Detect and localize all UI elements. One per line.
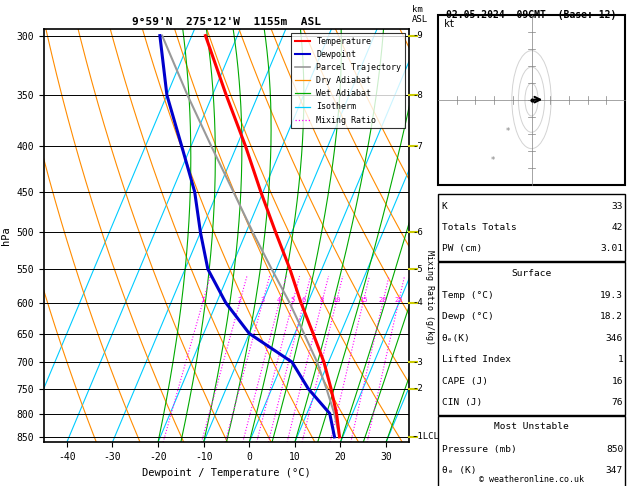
Text: -6: -6 <box>412 228 423 237</box>
Text: 10: 10 <box>332 296 340 303</box>
Text: 18.2: 18.2 <box>600 312 623 321</box>
Text: K: K <box>442 202 448 210</box>
Text: -4: -4 <box>412 298 423 307</box>
Text: Surface: Surface <box>511 269 552 278</box>
Bar <box>438 262 625 415</box>
Text: km
ASL: km ASL <box>412 5 428 24</box>
Text: -1: -1 <box>412 433 423 441</box>
Text: *: * <box>491 156 494 165</box>
Text: PW (cm): PW (cm) <box>442 244 482 253</box>
Text: - LCL: - LCL <box>412 433 439 441</box>
Text: θₑ (K): θₑ (K) <box>442 466 476 475</box>
Text: CAPE (J): CAPE (J) <box>442 377 488 385</box>
Text: Lifted Index: Lifted Index <box>442 355 511 364</box>
Text: 2: 2 <box>238 296 242 303</box>
Bar <box>438 15 625 185</box>
Text: 19.3: 19.3 <box>600 291 623 300</box>
Text: 1: 1 <box>618 355 623 364</box>
Text: θₑ(K): θₑ(K) <box>442 334 470 343</box>
Text: 4: 4 <box>277 296 281 303</box>
Text: -9: -9 <box>412 31 423 40</box>
Text: 02.05.2024  09GMT  (Base: 12): 02.05.2024 09GMT (Base: 12) <box>447 10 616 20</box>
Text: 347: 347 <box>606 466 623 475</box>
Text: -8: -8 <box>412 90 423 100</box>
Text: Totals Totals: Totals Totals <box>442 223 516 232</box>
Text: CIN (J): CIN (J) <box>442 398 482 407</box>
Text: 3: 3 <box>260 296 265 303</box>
Text: 8: 8 <box>320 296 324 303</box>
Text: Pressure (mb): Pressure (mb) <box>442 445 516 453</box>
Bar <box>438 194 625 261</box>
Y-axis label: hPa: hPa <box>1 226 11 245</box>
Text: 346: 346 <box>606 334 623 343</box>
Text: Mixing Ratio (g/kg): Mixing Ratio (g/kg) <box>425 250 433 345</box>
Text: 25: 25 <box>394 296 403 303</box>
Text: kt: kt <box>444 19 455 30</box>
Bar <box>438 416 625 486</box>
Text: © weatheronline.co.uk: © weatheronline.co.uk <box>479 474 584 484</box>
Legend: Temperature, Dewpoint, Parcel Trajectory, Dry Adiabat, Wet Adiabat, Isotherm, Mi: Temperature, Dewpoint, Parcel Trajectory… <box>291 34 404 128</box>
Text: -3: -3 <box>412 358 423 366</box>
Text: *: * <box>506 127 510 136</box>
Text: 6: 6 <box>302 296 306 303</box>
Title: 9°59'N  275°12'W  1155m  ASL: 9°59'N 275°12'W 1155m ASL <box>132 17 321 27</box>
Text: 15: 15 <box>359 296 367 303</box>
Text: 3.01: 3.01 <box>600 244 623 253</box>
Text: 5: 5 <box>291 296 295 303</box>
Text: Dewp (°C): Dewp (°C) <box>442 312 494 321</box>
Text: Temp (°C): Temp (°C) <box>442 291 494 300</box>
Text: -5: -5 <box>412 265 423 274</box>
Text: 76: 76 <box>611 398 623 407</box>
Text: 16: 16 <box>611 377 623 385</box>
Text: -7: -7 <box>412 142 423 151</box>
X-axis label: Dewpoint / Temperature (°C): Dewpoint / Temperature (°C) <box>142 468 311 478</box>
Text: 33: 33 <box>611 202 623 210</box>
Text: 1: 1 <box>201 296 205 303</box>
Text: -2: -2 <box>412 384 423 393</box>
Text: 20: 20 <box>379 296 387 303</box>
Text: Most Unstable: Most Unstable <box>494 422 569 431</box>
Text: 42: 42 <box>611 223 623 232</box>
Text: 850: 850 <box>606 445 623 453</box>
